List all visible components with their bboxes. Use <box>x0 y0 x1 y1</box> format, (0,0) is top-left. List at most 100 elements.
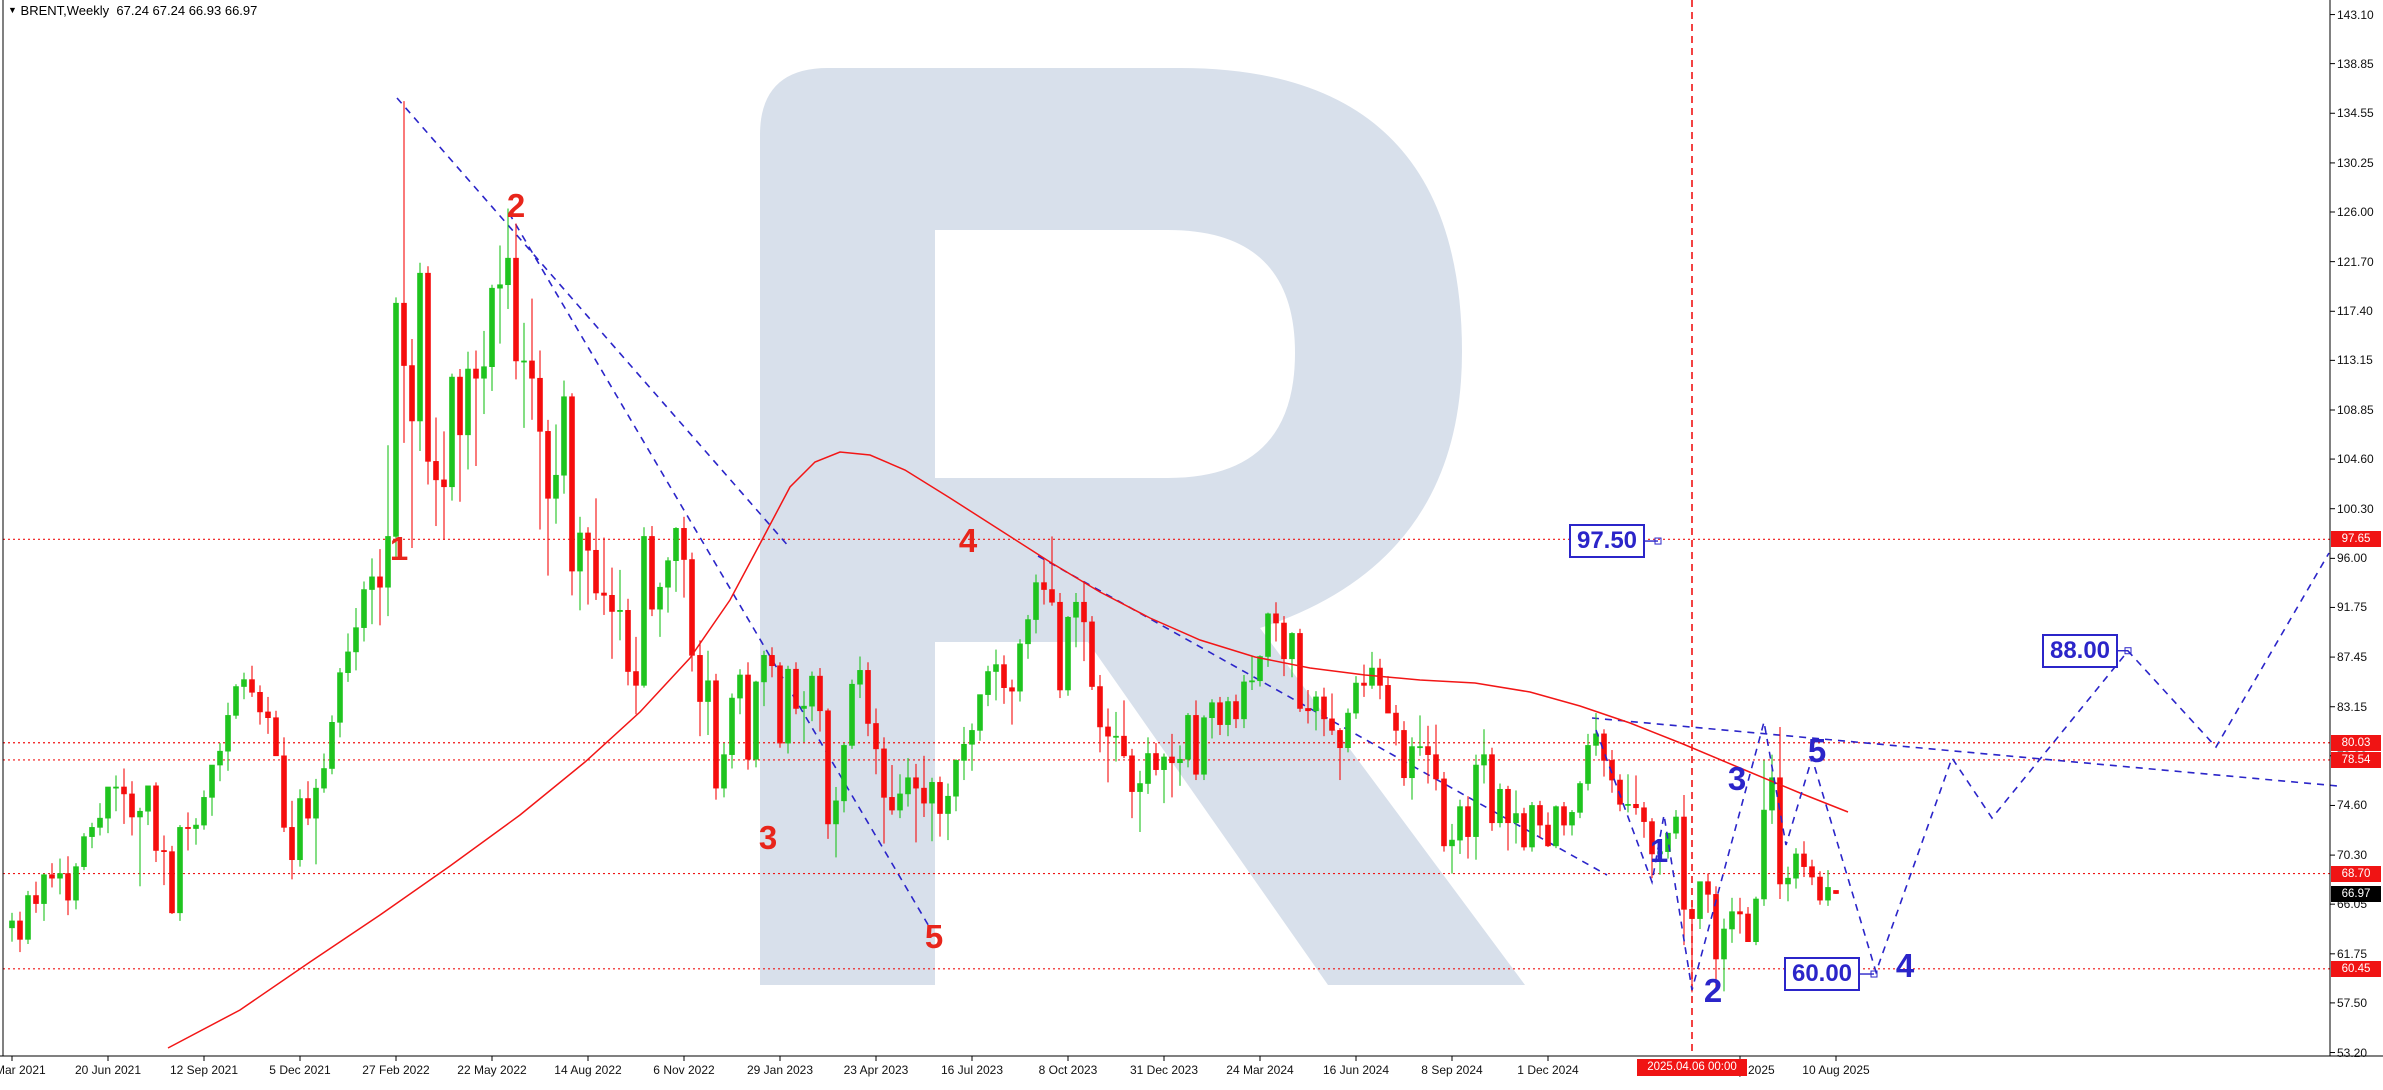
candlestick <box>233 684 239 719</box>
candlestick <box>761 650 767 707</box>
candlestick <box>1729 897 1735 943</box>
date-axis-label: 24 Mar 2024 <box>1226 1063 1294 1077</box>
candlestick <box>321 753 327 793</box>
wave-label-red-4[interactable]: 4 <box>958 522 978 559</box>
date-axis-label: 22 May 2022 <box>457 1063 527 1077</box>
candlestick <box>1761 760 1767 906</box>
candlestick <box>521 322 527 428</box>
date-axis-label: 14 Aug 2022 <box>554 1063 622 1077</box>
price-level-tag: 68.70 <box>2331 865 2381 882</box>
candlestick <box>337 668 343 738</box>
candlestick <box>1689 901 1695 993</box>
candlestick <box>641 527 647 688</box>
wave-projection-path[interactable] <box>1595 552 2330 991</box>
candlestick <box>785 665 791 754</box>
candlestick <box>1241 674 1247 729</box>
price-target-box-88.00[interactable]: 88.00 <box>2042 633 2118 668</box>
date-axis-label: 6 Nov 2022 <box>653 1063 715 1077</box>
trendline[interactable] <box>1591 717 2339 787</box>
trendline[interactable] <box>396 97 791 549</box>
candlestick <box>1353 676 1359 719</box>
candlestick <box>1057 593 1063 699</box>
wave-label-blue-1[interactable]: 1 <box>1649 832 1669 869</box>
candlestick <box>1289 632 1295 678</box>
candlestick <box>817 668 823 732</box>
moving-average-line[interactable] <box>167 451 1849 1049</box>
price-target-box-60.00[interactable]: 60.00 <box>1784 957 1860 992</box>
candlestick <box>441 431 447 540</box>
candlestick <box>937 776 943 837</box>
candlestick <box>1217 696 1223 736</box>
candlestick <box>281 737 287 833</box>
candlestick <box>945 783 951 841</box>
candlestick <box>1489 747 1495 831</box>
price-axis-label: 100.30 <box>2337 501 2374 516</box>
candlestick <box>665 557 671 613</box>
candlestick <box>1161 753 1167 804</box>
symbol-dropdown-icon[interactable]: ▼ <box>8 5 17 15</box>
candlestick <box>1745 907 1751 942</box>
candlestick <box>81 833 87 871</box>
wave-label-blue-2[interactable]: 2 <box>1703 972 1723 1009</box>
candlestick <box>1649 818 1655 879</box>
candlestick <box>121 768 127 824</box>
candlestick <box>113 775 119 812</box>
wave-label-red-3[interactable]: 3 <box>758 819 778 856</box>
date-axis-label: 31 Dec 2023 <box>1129 1063 1199 1077</box>
wave-label-red-5[interactable]: 5 <box>924 918 944 955</box>
candlestick <box>161 835 167 886</box>
candlestick <box>1337 728 1343 781</box>
candlestick <box>1777 726 1783 899</box>
trendline[interactable] <box>508 212 931 929</box>
candlestick <box>273 710 279 757</box>
candlestick <box>1153 743 1159 776</box>
price-axis-label: 91.75 <box>2337 600 2368 615</box>
candlestick <box>601 537 607 615</box>
candlestick <box>1545 812 1551 848</box>
wave-label-blue-4[interactable]: 4 <box>1895 947 1915 984</box>
candlestick <box>1169 733 1175 798</box>
candlestick <box>1601 729 1607 777</box>
candlestick <box>1425 725 1431 784</box>
target-anchor-marker <box>2124 647 2132 655</box>
candlestick <box>681 516 687 598</box>
candlestick <box>913 763 919 843</box>
candlestick <box>569 393 575 596</box>
candlestick <box>529 298 535 420</box>
date-axis-label: 10 Aug 2025 <box>1802 1063 1870 1077</box>
candlestick <box>713 673 719 800</box>
candlestick <box>1713 886 1719 992</box>
wave-label-red-2[interactable]: 2 <box>506 187 526 224</box>
date-axis-label: 20 Jun 2021 <box>74 1063 142 1077</box>
candlestick <box>873 708 879 775</box>
wave-label-blue-5[interactable]: 5 <box>1807 732 1827 769</box>
wave-label-red-1[interactable]: 1 <box>389 530 409 567</box>
candlestick <box>697 640 703 737</box>
candlestick <box>1369 651 1375 689</box>
candlestick <box>25 890 31 945</box>
candlestick <box>297 789 303 867</box>
candlestick <box>345 633 351 682</box>
price-level-tag: 60.45 <box>2331 960 2381 977</box>
candlestick <box>889 765 895 815</box>
candlestick <box>953 759 959 812</box>
candlestick <box>1033 574 1039 634</box>
watermark-logo-r <box>760 68 1525 985</box>
candlestick <box>313 778 319 865</box>
candlestick <box>1401 721 1407 786</box>
price-axis-label: 83.15 <box>2337 699 2368 714</box>
candlestick <box>409 338 415 548</box>
candlestick <box>217 743 223 782</box>
symbol-ohlc-values: 67.24 67.24 66.93 66.97 <box>116 3 258 18</box>
candlestick <box>425 266 431 485</box>
candlestick <box>17 911 23 953</box>
price-target-box-97.50[interactable]: 97.50 <box>1569 524 1645 559</box>
candlestick <box>849 679 855 749</box>
wave-label-blue-3[interactable]: 3 <box>1727 760 1747 797</box>
candlestick <box>545 419 551 576</box>
candlestick <box>1185 713 1191 768</box>
candlestick <box>1737 897 1743 934</box>
candlestick <box>185 812 191 851</box>
candlestick <box>369 558 375 625</box>
